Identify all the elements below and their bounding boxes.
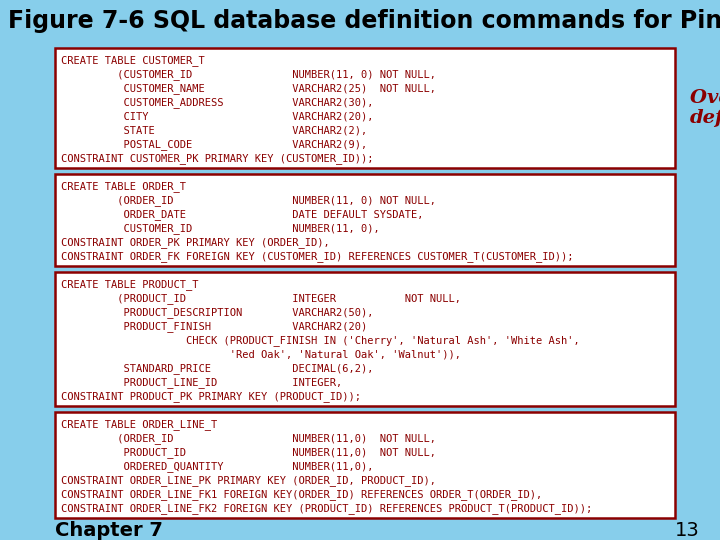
Text: STANDARD_PRICE             DECIMAL(6,2),: STANDARD_PRICE DECIMAL(6,2), xyxy=(61,363,374,374)
Bar xyxy=(0,0,720,42)
Text: CREATE TABLE CUSTOMER_T: CREATE TABLE CUSTOMER_T xyxy=(61,55,204,66)
Text: CONSTRAINT ORDER_PK PRIMARY KEY (ORDER_ID),: CONSTRAINT ORDER_PK PRIMARY KEY (ORDER_I… xyxy=(61,237,330,248)
Text: CUSTOMER_ADDRESS           VARCHAR2(30),: CUSTOMER_ADDRESS VARCHAR2(30), xyxy=(61,97,374,108)
Text: CONSTRAINT CUSTOMER_PK PRIMARY KEY (CUSTOMER_ID));: CONSTRAINT CUSTOMER_PK PRIMARY KEY (CUST… xyxy=(61,153,374,164)
Text: PRODUCT_LINE_ID            INTEGER,: PRODUCT_LINE_ID INTEGER, xyxy=(61,377,342,388)
Text: CONSTRAINT ORDER_LINE_PK PRIMARY KEY (ORDER_ID, PRODUCT_ID),: CONSTRAINT ORDER_LINE_PK PRIMARY KEY (OR… xyxy=(61,475,436,486)
Text: CREATE TABLE ORDER_T: CREATE TABLE ORDER_T xyxy=(61,181,186,192)
Text: CONSTRAINT ORDER_FK FOREIGN KEY (CUSTOMER_ID) REFERENCES CUSTOMER_T(CUSTOMER_ID): CONSTRAINT ORDER_FK FOREIGN KEY (CUSTOME… xyxy=(61,251,574,262)
Text: CITY                       VARCHAR2(20),: CITY VARCHAR2(20), xyxy=(61,112,374,122)
Text: (CUSTOMER_ID                NUMBER(11, 0) NOT NULL,: (CUSTOMER_ID NUMBER(11, 0) NOT NULL, xyxy=(61,69,436,80)
Text: ORDER_DATE                 DATE DEFAULT SYSDATE,: ORDER_DATE DATE DEFAULT SYSDATE, xyxy=(61,209,423,220)
Text: CREATE TABLE ORDER_LINE_T: CREATE TABLE ORDER_LINE_T xyxy=(61,419,217,430)
Text: ORDERED_QUANTITY           NUMBER(11,0),: ORDERED_QUANTITY NUMBER(11,0), xyxy=(61,461,374,472)
Bar xyxy=(55,48,675,168)
Text: CONSTRAINT ORDER_LINE_FK1 FOREIGN KEY(ORDER_ID) REFERENCES ORDER_T(ORDER_ID),: CONSTRAINT ORDER_LINE_FK1 FOREIGN KEY(OR… xyxy=(61,489,542,500)
Text: PRODUCT_FINISH             VARCHAR2(20): PRODUCT_FINISH VARCHAR2(20) xyxy=(61,321,367,332)
Text: CONSTRAINT PRODUCT_PK PRIMARY KEY (PRODUCT_ID));: CONSTRAINT PRODUCT_PK PRIMARY KEY (PRODU… xyxy=(61,392,361,402)
Bar xyxy=(55,174,675,266)
Text: CUSTOMER_ID                NUMBER(11, 0),: CUSTOMER_ID NUMBER(11, 0), xyxy=(61,223,379,234)
Text: CONSTRAINT ORDER_LINE_FK2 FOREIGN KEY (PRODUCT_ID) REFERENCES PRODUCT_T(PRODUCT_: CONSTRAINT ORDER_LINE_FK2 FOREIGN KEY (P… xyxy=(61,503,593,514)
Text: CHECK (PRODUCT_FINISH IN ('Cherry', 'Natural Ash', 'White Ash',: CHECK (PRODUCT_FINISH IN ('Cherry', 'Nat… xyxy=(61,335,580,346)
Text: Overall table
definitions: Overall table definitions xyxy=(690,89,720,127)
Text: (ORDER_ID                   NUMBER(11,0)  NOT NULL,: (ORDER_ID NUMBER(11,0) NOT NULL, xyxy=(61,433,436,444)
Text: PRODUCT_ID                 NUMBER(11,0)  NOT NULL,: PRODUCT_ID NUMBER(11,0) NOT NULL, xyxy=(61,447,436,458)
Text: (ORDER_ID                   NUMBER(11, 0) NOT NULL,: (ORDER_ID NUMBER(11, 0) NOT NULL, xyxy=(61,195,436,206)
Text: 'Red Oak', 'Natural Oak', 'Walnut')),: 'Red Oak', 'Natural Oak', 'Walnut')), xyxy=(61,350,461,360)
Text: Chapter 7: Chapter 7 xyxy=(55,521,163,539)
Text: 13: 13 xyxy=(675,521,700,539)
Text: STATE                      VARCHAR2(2),: STATE VARCHAR2(2), xyxy=(61,126,367,136)
Text: (PRODUCT_ID                 INTEGER           NOT NULL,: (PRODUCT_ID INTEGER NOT NULL, xyxy=(61,293,461,304)
Text: CREATE TABLE PRODUCT_T: CREATE TABLE PRODUCT_T xyxy=(61,279,199,290)
Text: POSTAL_CODE                VARCHAR2(9),: POSTAL_CODE VARCHAR2(9), xyxy=(61,139,367,150)
Text: PRODUCT_DESCRIPTION        VARCHAR2(50),: PRODUCT_DESCRIPTION VARCHAR2(50), xyxy=(61,307,374,318)
Bar xyxy=(55,412,675,518)
Text: CUSTOMER_NAME              VARCHAR2(25)  NOT NULL,: CUSTOMER_NAME VARCHAR2(25) NOT NULL, xyxy=(61,83,436,94)
Text: Figure 7-6 SQL database definition commands for Pine Valley Furniture: Figure 7-6 SQL database definition comma… xyxy=(8,9,720,33)
Bar xyxy=(55,272,675,406)
